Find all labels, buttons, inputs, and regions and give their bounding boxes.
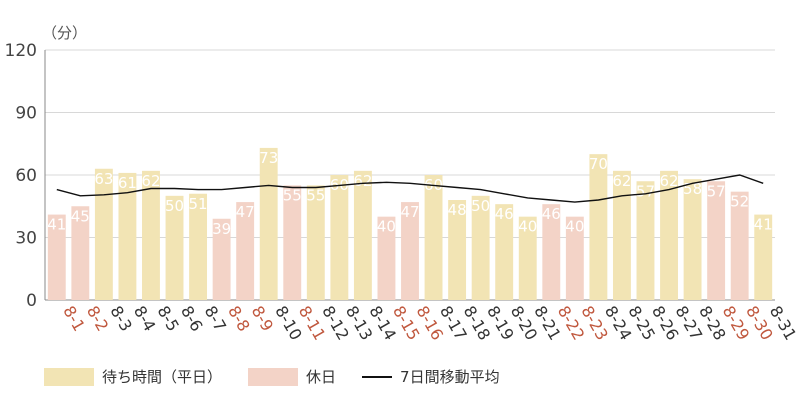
bar-weekday xyxy=(142,170,160,300)
legend-label-moving-average: 7日間移動平均 xyxy=(400,368,500,386)
bar-value-label: 52 xyxy=(730,193,749,211)
legend-swatch-holiday xyxy=(248,367,299,386)
bar-weekday xyxy=(612,170,631,300)
bar-weekday xyxy=(754,214,773,300)
y-axis-unit-label: （分） xyxy=(42,24,88,42)
bar-weekday xyxy=(518,216,537,300)
bar-holiday xyxy=(730,191,749,300)
bar-value-label: 63 xyxy=(94,170,113,188)
bar-weekday xyxy=(448,200,467,300)
bar-holiday xyxy=(212,218,231,300)
bar-holiday xyxy=(377,216,396,300)
bar-value-label: 50 xyxy=(471,197,490,215)
legend: 待ち時間（平日） 休日 7日間移動平均 xyxy=(44,366,526,387)
bar-holiday xyxy=(71,206,90,300)
bar-weekday xyxy=(471,195,490,300)
x-tick-label: 8-9 xyxy=(248,303,278,335)
bar-value-label: 51 xyxy=(189,195,208,213)
bar-value-label: 50 xyxy=(165,197,184,215)
moving-average-line xyxy=(56,174,764,203)
bar-value-label: 46 xyxy=(542,205,561,223)
legend-swatch-moving-average xyxy=(362,375,393,378)
bar-holiday xyxy=(542,204,561,300)
legend-label-weekday: 待ち時間（平日） xyxy=(102,368,223,386)
bar-value-label: 46 xyxy=(495,205,514,223)
bar-holiday xyxy=(47,214,66,300)
bar-value-label: 55 xyxy=(283,186,302,204)
bar-value-label: 61 xyxy=(118,174,137,192)
bar-value-label: 40 xyxy=(518,218,537,236)
bar-weekday xyxy=(118,172,137,300)
bar-weekday xyxy=(424,175,443,300)
bar-value-label: 41 xyxy=(47,216,66,234)
bar-value-label: 62 xyxy=(353,172,372,190)
bar-weekday xyxy=(660,170,678,300)
bar-weekday xyxy=(259,147,278,300)
bar-weekday xyxy=(495,204,514,300)
bar-holiday xyxy=(236,202,255,300)
bar-value-label: 40 xyxy=(565,218,584,236)
bar-value-label: 73 xyxy=(259,149,278,167)
bar-weekday xyxy=(330,175,349,300)
bar-value-label: 40 xyxy=(377,218,396,236)
bar-holiday xyxy=(707,181,726,300)
bar-weekday xyxy=(353,170,372,300)
x-tick-label: 8-4 xyxy=(130,303,160,335)
x-tick-label: 8-8 xyxy=(224,303,254,335)
bar-weekday xyxy=(683,179,702,300)
x-tick-label: 8-2 xyxy=(83,303,113,335)
bar-holiday xyxy=(401,202,419,300)
bar-value-label: 48 xyxy=(448,201,467,219)
x-tick-label: 8-6 xyxy=(177,303,207,335)
bar-weekday xyxy=(94,168,113,300)
bar-value-label: 62 xyxy=(141,172,160,190)
bar-value-label: 41 xyxy=(754,216,773,234)
legend-swatch-weekday xyxy=(44,367,94,386)
x-tick-label: 8-1 xyxy=(59,303,89,335)
bar-weekday xyxy=(306,185,325,300)
bar-value-label: 47 xyxy=(400,203,419,221)
legend-item-weekday: 待ち時間（平日） xyxy=(44,366,222,387)
x-tick-label: 8-7 xyxy=(201,303,231,335)
bar-weekday xyxy=(165,195,184,300)
bar-value-label: 55 xyxy=(306,186,325,204)
y-tick-label: 0 xyxy=(26,291,37,311)
bar-value-label: 39 xyxy=(212,220,231,238)
y-tick-label: 90 xyxy=(15,104,37,124)
bar-weekday xyxy=(189,193,208,300)
y-tick-label: 60 xyxy=(15,166,37,186)
bar-weekday xyxy=(636,181,655,300)
legend-item-moving-average: 7日間移動平均 xyxy=(362,366,500,387)
x-tick-label: 8-5 xyxy=(154,303,184,335)
bar-value-label: 47 xyxy=(236,203,255,221)
bar-value-label: 62 xyxy=(612,172,631,190)
bar-value-label: 62 xyxy=(659,172,678,190)
bar-holiday xyxy=(565,216,584,300)
legend-label-holiday: 休日 xyxy=(306,368,337,386)
y-tick-label: 120 xyxy=(5,41,37,61)
bar-value-label: 57 xyxy=(636,182,655,200)
bar-value-label: 45 xyxy=(71,207,90,225)
bar-weekday xyxy=(589,154,608,300)
bar-holiday xyxy=(283,185,302,300)
bar-value-label: 57 xyxy=(707,182,726,200)
x-tick-label: 8-3 xyxy=(106,303,136,335)
y-tick-label: 30 xyxy=(15,229,37,249)
legend-item-holiday: 休日 xyxy=(248,366,336,387)
bar-value-label: 70 xyxy=(589,155,608,173)
